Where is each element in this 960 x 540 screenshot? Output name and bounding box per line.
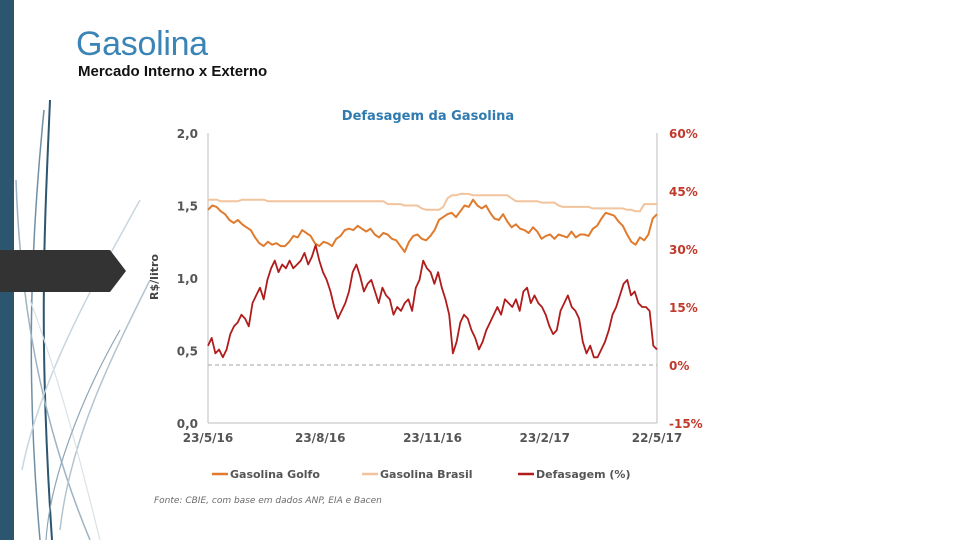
series-line-gasolina-golfo (207, 198, 658, 253)
y2-tick-label: 60% (669, 127, 698, 141)
y-tick-label: 1,5 (177, 200, 198, 214)
legend: Gasolina Golfo Gasolina Brasil Defasagem… (212, 468, 630, 481)
slide-subtitle: Mercado Interno x Externo (78, 63, 268, 80)
arrow-tab (0, 250, 126, 292)
y-tick-label: 0,5 (177, 345, 198, 359)
chart-title: Defasagem da Gasolina (342, 109, 514, 124)
y2-tick-label: 30% (669, 243, 698, 257)
y-tick-label: 0,0 (177, 417, 198, 431)
x-tick-label: 23/2/17 (519, 431, 570, 445)
source-note: Fonte: CBIE, com base em dados ANP, EIA … (154, 496, 382, 506)
legend-label-defasagem: Defasagem (%) (536, 468, 630, 481)
y2-tick-label: 45% (669, 185, 698, 199)
slide-title: Gasolina (76, 25, 208, 63)
x-tick-label: 23/5/16 (183, 431, 234, 445)
x-tick-label: 23/11/16 (403, 431, 462, 445)
series-line-gasolina-brasil (208, 192, 657, 213)
series-line-defasagem (207, 244, 658, 359)
legend-label-golfo: Gasolina Golfo (230, 468, 320, 481)
line-chart: Defasagem da Gasolina R$/litro 2,0 1,5 1,0… (148, 109, 703, 481)
y2-tick-label: 0% (669, 359, 689, 373)
y2-tick-label: 15% (669, 301, 698, 315)
x-tick-label: 22/5/17 (632, 431, 683, 445)
legend-label-brasil: Gasolina Brasil (380, 468, 473, 481)
y2-tick-label: -15% (669, 417, 703, 431)
y-axis-label: R$/litro (148, 254, 161, 300)
x-tick-label: 23/8/16 (295, 431, 346, 445)
y-tick-label: 1,0 (177, 272, 198, 286)
y-tick-label: 2,0 (177, 127, 198, 141)
